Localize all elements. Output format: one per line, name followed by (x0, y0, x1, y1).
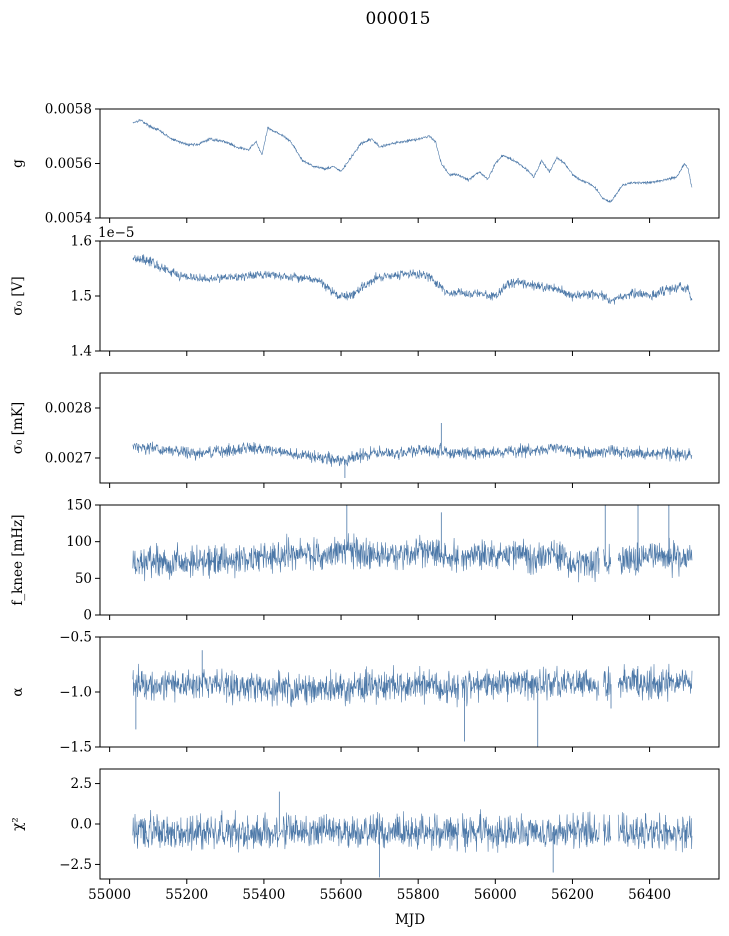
y-axis-label: α (10, 687, 26, 696)
y-tick-label: 50 (75, 571, 92, 587)
y-tick-label: 2.5 (71, 776, 92, 792)
panel-2: 1.4 1.5 1.6 σ₀ [V] 1e−5 (10, 225, 720, 360)
y-tick-label: 0.0054 (45, 211, 92, 227)
figure-title: 000015 (366, 9, 431, 29)
series-line (132, 254, 693, 305)
y-axis-label: σ₀ [mK] (10, 402, 26, 454)
y-tick-label: 150 (66, 498, 92, 514)
y-axis-label: f_knee [mHz] (10, 514, 26, 605)
x-tick-label: 56200 (551, 887, 594, 903)
y-tick-label: −1.5 (59, 740, 92, 756)
series-line (132, 663, 693, 708)
y-tick-label: −0.5 (59, 630, 92, 646)
x-tick-label: 55200 (165, 887, 208, 903)
x-tick-label: 55000 (88, 887, 131, 903)
x-tick-label: 55400 (242, 887, 285, 903)
y-tick-label: −2.5 (59, 857, 92, 873)
panel-1: 0.0054 0.0056 0.0058 g (10, 102, 720, 227)
x-axis-label: MJD (395, 912, 425, 928)
axes-frame (99, 504, 720, 616)
offset-text: 1e−5 (98, 225, 134, 241)
series-line (132, 809, 693, 853)
y-tick-label: 0.0 (71, 817, 92, 833)
y-tick-label: 1.6 (71, 234, 92, 250)
series-line (132, 441, 693, 467)
y-tick-label: 0.0028 (45, 401, 92, 417)
y-tick-label: 100 (66, 534, 92, 550)
series-line (132, 533, 693, 583)
y-tick-label: 0.0056 (45, 156, 92, 172)
x-tick-label: 56000 (474, 887, 517, 903)
y-tick-label: 1.5 (71, 289, 92, 305)
series-line (132, 118, 693, 203)
y-tick-label: 0.0058 (45, 102, 92, 118)
y-axis-label: σ₀ [V] (10, 276, 26, 315)
x-tick-label: 55800 (397, 887, 440, 903)
axes-frame (99, 372, 720, 484)
y-tick-label: 0 (83, 608, 92, 624)
y-axis-label: χ² (10, 817, 26, 831)
panel-3: 0.0027 0.0028 σ₀ [mK] (10, 372, 720, 488)
y-tick-label: 1.4 (71, 344, 92, 360)
y-tick-label: −1.0 (59, 685, 92, 701)
panel-5: −1.5 −1.0 −0.5 α (10, 630, 720, 756)
x-tick-label: 56400 (628, 887, 671, 903)
y-axis-label: g (10, 159, 26, 168)
y-tick-label: 0.0027 (45, 451, 92, 467)
x-tick-label: 55600 (320, 887, 363, 903)
panel-4: 0 50 100 150 f_knee [mHz] (10, 498, 720, 624)
panel-6: −2.5 0.0 2.5 55000 55200 55400 55600 55800 56000… (10, 768, 720, 903)
